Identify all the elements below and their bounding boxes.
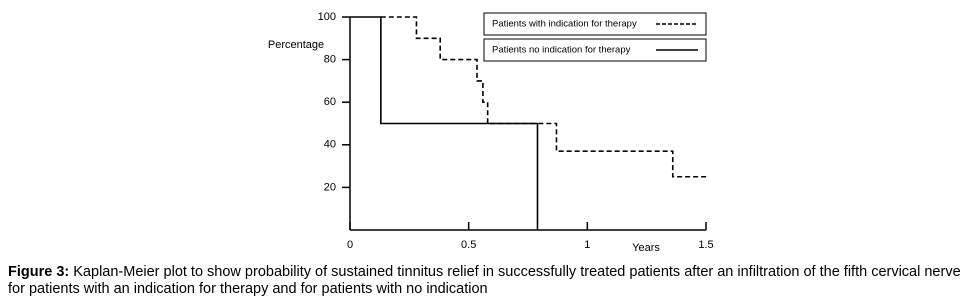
y-tick-label: 80 <box>324 54 336 66</box>
legend-box <box>483 12 707 36</box>
y-tick-label: 20 <box>324 181 336 193</box>
x-axis-label: Years <box>632 242 660 254</box>
km-curve <box>380 16 709 178</box>
y-axis-label: Percentage <box>268 39 324 51</box>
x-tick-label: 1 <box>584 239 590 251</box>
y-tick-label: 40 <box>324 139 336 151</box>
legend-box <box>483 38 707 62</box>
caption: Figure 3: Kaplan-Meier plot to show prob… <box>8 264 973 298</box>
x-tick-label: 1.5 <box>698 239 713 251</box>
km-curve <box>350 16 539 230</box>
y-tick-label: 100 <box>318 11 336 23</box>
caption-text: Kaplan-Meier plot to show probability of… <box>8 264 961 297</box>
legend-label: Patients with indication for therapy <box>492 19 637 30</box>
legend-label: Patients no indication for therapy <box>492 45 631 56</box>
x-tick-label: 0.5 <box>461 239 476 251</box>
caption-label: Figure 3: <box>8 264 70 280</box>
chart: Percentage Years 20 40 60 80 100 0 0.5 1 1.5 Pati… <box>268 11 714 254</box>
y-tick-label: 60 <box>324 96 336 108</box>
x-tick-label: 0 <box>347 239 353 251</box>
